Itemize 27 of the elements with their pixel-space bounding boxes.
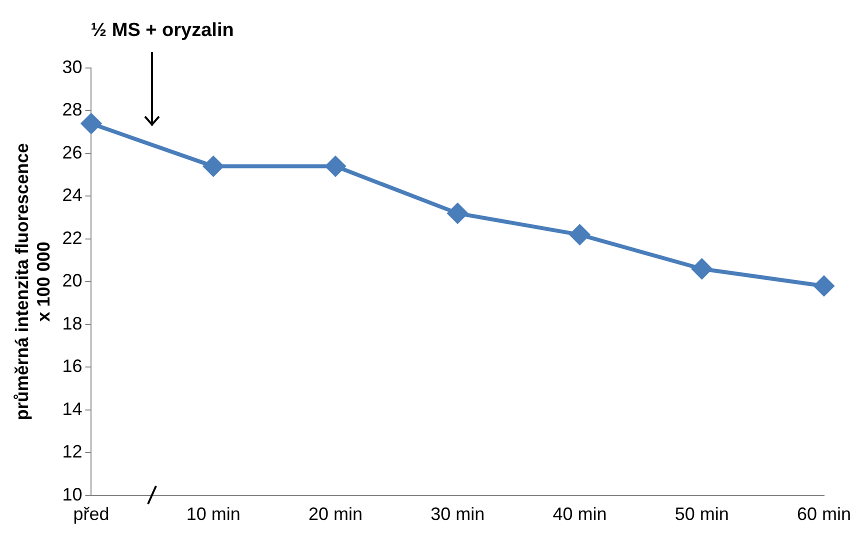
- x-tick-label: před: [73, 504, 110, 524]
- point: [814, 276, 834, 296]
- y-tick-label: 10: [62, 484, 82, 504]
- point: [81, 114, 102, 134]
- y-tick-label: 30: [62, 56, 82, 77]
- point: [692, 258, 712, 279]
- x-tick-label: 10 min: [186, 504, 240, 524]
- point: [570, 224, 590, 245]
- y-tick-label: 16: [62, 356, 82, 376]
- x-tick-label: 30 min: [430, 504, 485, 524]
- x-tick-label: 60 min: [796, 504, 851, 524]
- point: [203, 156, 224, 176]
- y-tick-label: 18: [62, 313, 82, 334]
- y-tick-label: 22: [62, 228, 82, 248]
- x-tick-label: 40 min: [552, 504, 607, 524]
- y-tick-label: 26: [62, 142, 82, 162]
- y-axis-title: průměrná intenzita fluorescence x 100 000: [12, 143, 54, 420]
- y-tick-label: 14: [62, 398, 82, 419]
- y-tick-label: 20: [62, 270, 82, 291]
- text: ½ MS + oryzalin: [90, 20, 234, 41]
- x-tick-label: 20 min: [308, 504, 362, 524]
- x-tick-label: 50 min: [674, 504, 729, 524]
- y-tick-label: 12: [62, 442, 82, 462]
- y-tick-label: 28: [62, 100, 82, 120]
- point: [448, 203, 468, 224]
- point: [325, 156, 346, 176]
- y-tick-label: 24: [62, 185, 82, 206]
